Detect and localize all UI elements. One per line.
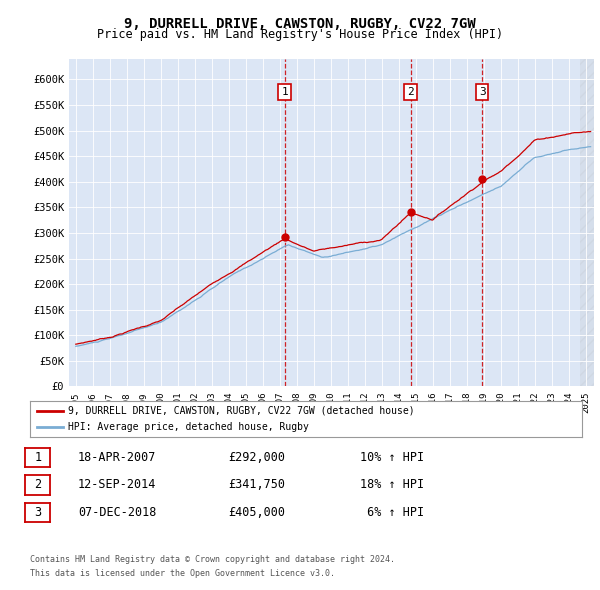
Text: 3: 3 bbox=[479, 87, 485, 97]
Text: 1: 1 bbox=[34, 451, 41, 464]
Text: 3: 3 bbox=[34, 506, 41, 519]
Text: £292,000: £292,000 bbox=[228, 451, 285, 464]
Text: 12-SEP-2014: 12-SEP-2014 bbox=[78, 478, 157, 491]
Text: 07-DEC-2018: 07-DEC-2018 bbox=[78, 506, 157, 519]
Text: Price paid vs. HM Land Registry's House Price Index (HPI): Price paid vs. HM Land Registry's House … bbox=[97, 28, 503, 41]
Text: 10% ↑ HPI: 10% ↑ HPI bbox=[360, 451, 424, 464]
Text: 9, DURRELL DRIVE, CAWSTON, RUGBY, CV22 7GW: 9, DURRELL DRIVE, CAWSTON, RUGBY, CV22 7… bbox=[124, 17, 476, 31]
Text: HPI: Average price, detached house, Rugby: HPI: Average price, detached house, Rugb… bbox=[68, 422, 308, 432]
Bar bbox=[580, 59, 594, 386]
Text: 18% ↑ HPI: 18% ↑ HPI bbox=[360, 478, 424, 491]
Text: 9, DURRELL DRIVE, CAWSTON, RUGBY, CV22 7GW (detached house): 9, DURRELL DRIVE, CAWSTON, RUGBY, CV22 7… bbox=[68, 406, 414, 416]
Text: 1: 1 bbox=[281, 87, 288, 97]
Text: Contains HM Land Registry data © Crown copyright and database right 2024.
This d: Contains HM Land Registry data © Crown c… bbox=[30, 555, 395, 578]
Text: 2: 2 bbox=[34, 478, 41, 491]
Text: £341,750: £341,750 bbox=[228, 478, 285, 491]
Text: £405,000: £405,000 bbox=[228, 506, 285, 519]
Text: 18-APR-2007: 18-APR-2007 bbox=[78, 451, 157, 464]
Text: 6% ↑ HPI: 6% ↑ HPI bbox=[360, 506, 424, 519]
Text: 2: 2 bbox=[407, 87, 414, 97]
